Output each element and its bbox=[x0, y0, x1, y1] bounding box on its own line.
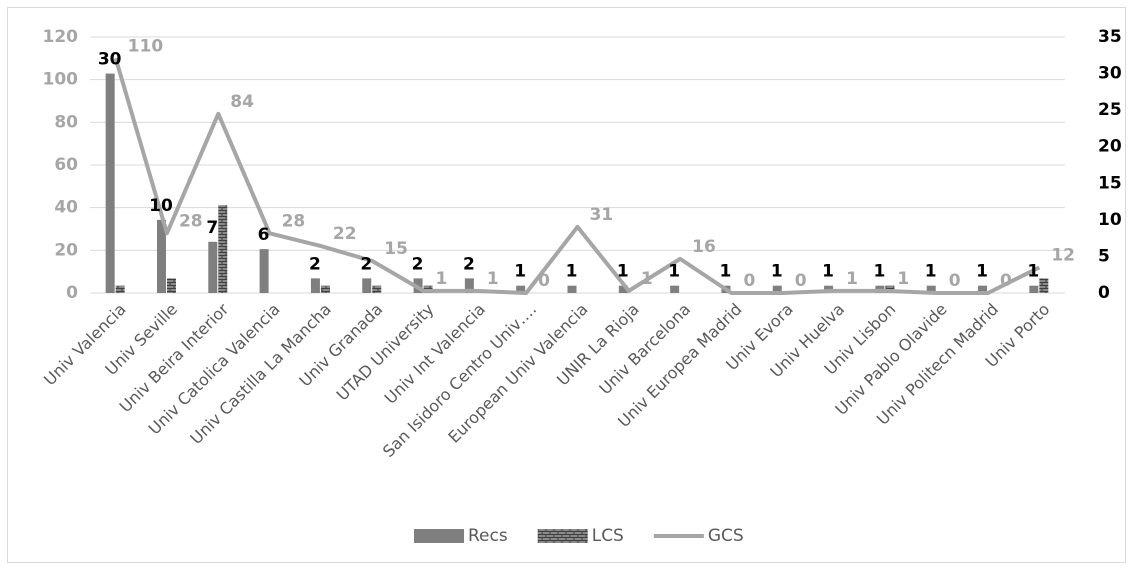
legend-swatch bbox=[537, 529, 588, 543]
y2-tick-label: 20 bbox=[1098, 137, 1122, 157]
chart-border bbox=[7, 7, 1126, 563]
line-value-label: 16 bbox=[692, 237, 716, 257]
bar-value-label: 1 bbox=[720, 262, 732, 282]
bar-value-label: 1 bbox=[617, 262, 629, 282]
bar bbox=[208, 241, 218, 293]
y2-tick-label: 35 bbox=[1098, 27, 1122, 47]
line-value-label: 0 bbox=[949, 271, 961, 291]
bar-value-label: 10 bbox=[149, 196, 173, 216]
line-value-label: 84 bbox=[230, 92, 254, 112]
legend: Recs LCS GCS bbox=[414, 526, 744, 546]
bar bbox=[320, 285, 330, 293]
bar bbox=[166, 278, 176, 293]
bar bbox=[259, 249, 269, 293]
line-value-label: 31 bbox=[590, 205, 614, 225]
line-value-label: 0 bbox=[1000, 271, 1012, 291]
bar-value-label: 1 bbox=[925, 262, 937, 282]
y-tick-label: 80 bbox=[54, 112, 78, 132]
line-value-label: 22 bbox=[333, 224, 357, 244]
bar bbox=[567, 285, 577, 293]
bar-value-label: 1 bbox=[771, 262, 783, 282]
line-series bbox=[113, 57, 1041, 295]
y-tick-label: 60 bbox=[54, 155, 78, 175]
bar-value-label: 6 bbox=[258, 225, 270, 245]
bar bbox=[105, 73, 115, 293]
y-tick-label: 0 bbox=[66, 283, 78, 303]
line-value-label: 1 bbox=[846, 269, 858, 289]
bar-value-label: 1 bbox=[514, 262, 526, 282]
bar-value-label: 1 bbox=[566, 262, 578, 282]
bar-value-label: 30 bbox=[98, 50, 122, 70]
legend-label: LCS bbox=[592, 526, 624, 546]
bar bbox=[310, 278, 320, 293]
line-value-label: 1 bbox=[487, 269, 499, 289]
bar-value-label: 1 bbox=[873, 262, 885, 282]
line-value-label: 28 bbox=[179, 211, 203, 231]
line-value-label: 1 bbox=[641, 269, 653, 289]
line-value-label: 110 bbox=[128, 36, 164, 56]
y-tick-label: 40 bbox=[54, 198, 78, 218]
legend-label: GCS bbox=[708, 526, 744, 546]
line-value-label: 1 bbox=[436, 269, 448, 289]
bar bbox=[115, 285, 125, 293]
bar bbox=[1039, 278, 1049, 293]
bar bbox=[926, 285, 936, 293]
bar bbox=[772, 285, 782, 293]
y2-tick-label: 25 bbox=[1098, 100, 1122, 120]
bar-value-label: 2 bbox=[463, 254, 475, 274]
line-value-label: 12 bbox=[1051, 245, 1075, 265]
bar bbox=[156, 219, 166, 293]
bar-value-label: 7 bbox=[206, 218, 218, 238]
y-tick-label: 100 bbox=[43, 70, 79, 90]
y2-tick-label: 5 bbox=[1098, 246, 1110, 266]
bar-value-label: 2 bbox=[412, 254, 424, 274]
bar-value-label: 1 bbox=[822, 262, 834, 282]
y2-tick-label: 0 bbox=[1098, 283, 1110, 303]
bar bbox=[1029, 285, 1039, 293]
bar bbox=[464, 278, 474, 293]
bar bbox=[978, 285, 988, 293]
y2-tick-label: 15 bbox=[1098, 173, 1122, 193]
bar bbox=[362, 278, 372, 293]
bar-value-label: 2 bbox=[360, 254, 372, 274]
bar-value-label: 2 bbox=[309, 254, 321, 274]
bar bbox=[618, 285, 628, 293]
line-value-label: 1 bbox=[897, 269, 909, 289]
bar bbox=[218, 205, 228, 293]
y-tick-label: 20 bbox=[54, 240, 78, 260]
legend-swatch bbox=[414, 529, 464, 543]
y-tick-label: 120 bbox=[43, 27, 79, 47]
bar bbox=[372, 285, 382, 293]
line-value-label: 0 bbox=[538, 271, 550, 291]
y2-tick-label: 10 bbox=[1098, 210, 1122, 230]
y2-tick-label: 30 bbox=[1098, 64, 1122, 84]
bar-value-label: 1 bbox=[668, 262, 680, 282]
legend-label: Recs bbox=[468, 526, 508, 546]
line-value-label: 0 bbox=[743, 271, 755, 291]
bar-value-label: 1 bbox=[1027, 262, 1039, 282]
bar-value-label: 1 bbox=[976, 262, 988, 282]
line-value-label: 0 bbox=[795, 271, 807, 291]
line-value-label: 28 bbox=[282, 211, 306, 231]
bar bbox=[516, 285, 526, 293]
bar bbox=[670, 285, 680, 293]
line-value-label: 15 bbox=[384, 239, 408, 259]
